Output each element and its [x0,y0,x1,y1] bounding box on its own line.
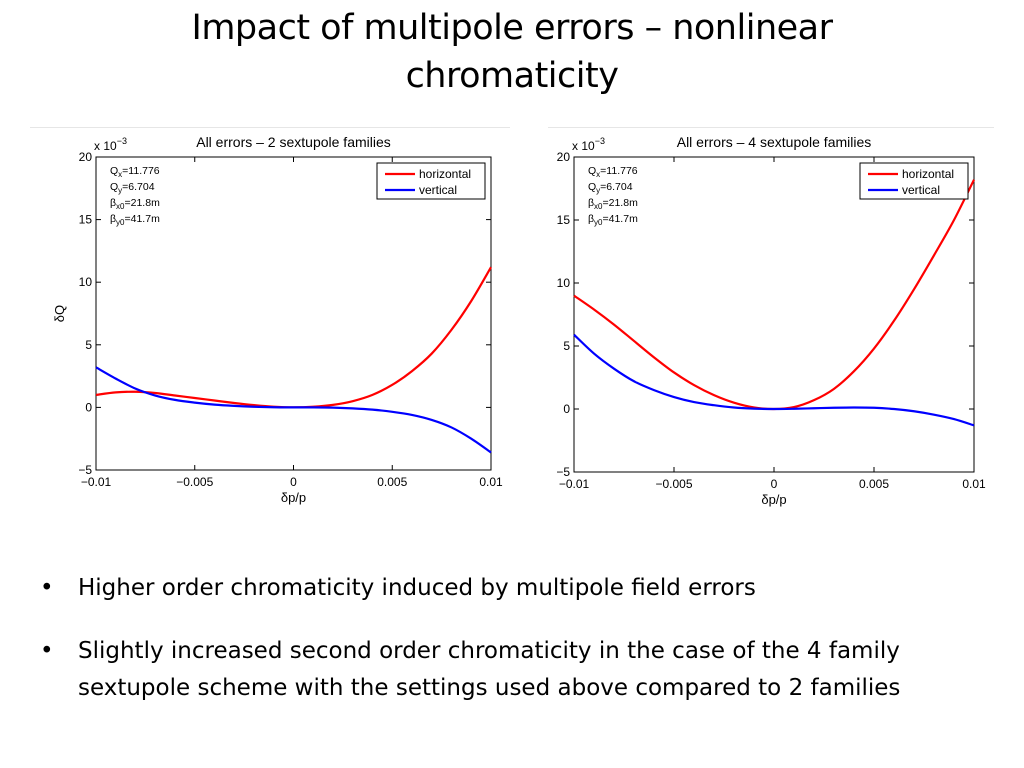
chart-2-families-ytick-label: 0 [85,400,92,414]
chart-2-families-ytick-label: 15 [79,213,93,227]
chart-4-families-series-vertical [573,333,975,427]
chart-2-families-ylabel: δQ [52,305,67,322]
bullet-text-2-line2: sextupole scheme with the settings used … [78,675,901,701]
chart-4-families-svg: All errors – 4 sextupole families −0.01 −0… [556,134,986,507]
chart-2-families-ytick-label: −5 [78,463,92,477]
chart-2-families-xtick-label: −0.01 [81,475,112,489]
bullet-list: • Higher order chromaticity induced by m… [40,570,1000,733]
chart-2-families-xtick-label: −0.005 [176,475,213,489]
chart-2-families-series-vertical [95,366,492,454]
chart-2-families-title: All errors – 2 sextupole families [196,134,391,150]
chart-4-families-xlabel: δp/p [761,492,786,507]
chart-2-families-xlabel: δp/p [281,490,306,505]
bullet-item-1: • Higher order chromaticity induced by m… [40,570,1000,607]
chart-2-families-legend-label-vertical: vertical [419,183,457,197]
chart-2-families-annotation-y0: βy0=41.7m [110,213,160,227]
chart-4-families-xtick-label: 0 [771,477,778,491]
bullet-dot: • [40,638,54,664]
chart-4-families-ytick-label: 20 [557,150,571,164]
chart-4-families-title: All errors – 4 sextupole families [677,134,872,150]
chart-2-sextupole-families: All errors – 2 sextupole families −0.01 −0… [30,127,510,511]
chart-2-families-y-exponent: x 10−3 [94,136,127,153]
chart-4-families-annotation-y: Qy=6.704 [588,181,633,195]
chart-2-families-xtick-label: 0.01 [479,475,503,489]
bullet-dot: • [40,575,54,601]
chart-2-families-annotation-y: Qy=6.704 [110,181,155,195]
chart-4-families-ytick-label: 0 [563,402,570,416]
slide-title-line1: Impact of multipole errors – nonlinear [191,8,834,48]
chart-4-families-ytick-label: 10 [557,276,571,290]
chart-2-families-annotation-x0: βx0=21.8m [110,197,160,211]
chart-2-families-ytick-label: 5 [85,338,92,352]
chart-4-sextupole-families: All errors – 4 sextupole families −0.01 −0… [548,127,994,511]
chart-2-families-legend-label-horizontal: horizontal [419,167,471,181]
chart-2-families-annotation-x: Qx=11.776 [110,165,160,179]
chart-2-families-legend [376,162,486,200]
chart-2-families-xtick-label: 0 [290,475,297,489]
chart-4-families-legend [859,162,969,200]
chart-2-families-ytick-label: 10 [79,275,93,289]
chart-4-families-legend-label-horizontal: horizontal [902,167,954,181]
chart-4-families-xtick-label: 0.005 [859,477,889,491]
chart-4-families-annotation-x: Qx=11.776 [588,165,638,179]
bullet-text-2-line1: Slightly increased second order chromati… [78,638,900,664]
chart-4-families-annotation-y0: βy0=41.7m [588,213,638,227]
slide-title: Impact of multipole errors – nonlinear c… [0,4,1024,100]
chart-4-families-ytick-label: −5 [556,465,570,479]
chart-2-families-ytick-label: 20 [79,150,93,164]
chart-4-families-ytick-label: 5 [563,339,570,353]
chart-4-families-xtick-label: 0.01 [962,477,986,491]
slide-title-line2: chromaticity [405,56,619,96]
chart-4-families-annotation-x0: βx0=21.8m [588,197,638,211]
chart-4-families-xtick-label: −0.01 [559,477,590,491]
chart-4-families-plot-frame [573,156,975,473]
bullet-text-1: Higher order chromaticity induced by mul… [78,575,756,601]
chart-4-families-legend-label-vertical: vertical [902,183,940,197]
chart-4-families-y-exponent: x 10−3 [572,136,605,153]
chart-4-families-ytick-label: 15 [557,213,571,227]
chart-2-families-xtick-label: 0.005 [377,475,407,489]
chart-4-families-xtick-label: −0.005 [655,477,692,491]
bullet-item-2: • Slightly increased second order chroma… [40,633,1000,707]
chart-2-families-svg: All errors – 2 sextupole families −0.01 −0… [52,134,503,505]
